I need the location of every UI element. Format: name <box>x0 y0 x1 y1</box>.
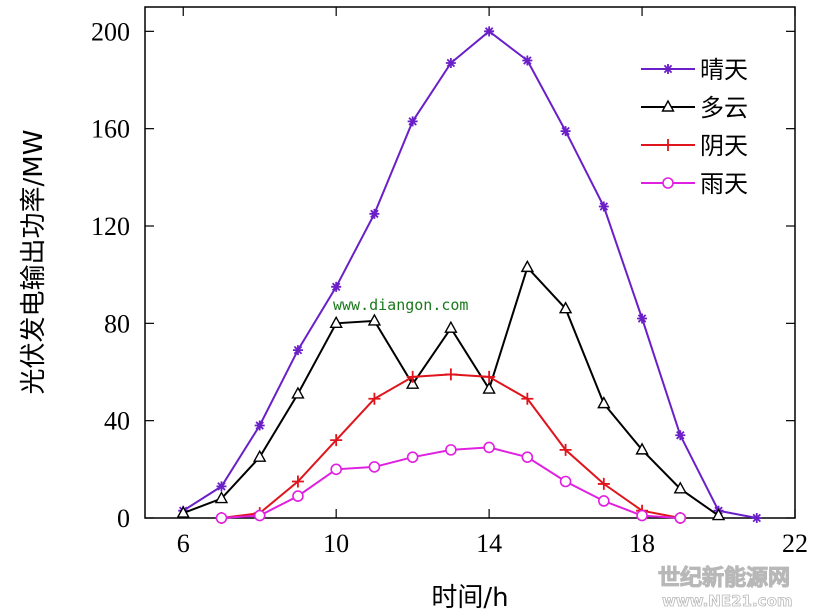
data-point-star <box>560 126 571 137</box>
series-layer <box>176 26 762 524</box>
data-point-circle <box>483 441 495 454</box>
data-point-star <box>675 430 686 441</box>
data-point-triangle <box>329 315 343 329</box>
data-point-plus <box>662 139 674 151</box>
y-axis-label: 光伏发电输出功率/MW <box>19 130 49 395</box>
data-point-triangle <box>176 505 190 518</box>
y-tick-label: 80 <box>104 309 130 338</box>
data-point-triangle <box>558 301 573 314</box>
data-point-triangle <box>597 396 611 409</box>
data-point-triangle <box>444 320 458 333</box>
data-point-triangle <box>291 386 305 399</box>
data-point-star <box>445 57 456 68</box>
data-point-circle <box>253 509 266 522</box>
data-point-triangle <box>367 313 382 326</box>
data-point-star <box>292 345 303 356</box>
data-point-triangle <box>635 442 649 455</box>
data-point-plus <box>368 392 381 405</box>
data-point-circle <box>662 177 674 189</box>
data-point-circle <box>674 512 687 524</box>
x-tick-label: 10 <box>323 529 349 558</box>
data-point-circle <box>330 463 342 476</box>
data-point-circle <box>559 475 572 488</box>
data-point-plus <box>406 370 419 383</box>
data-point-star <box>484 26 495 37</box>
data-point-plus <box>291 475 304 488</box>
data-point-star <box>522 55 533 66</box>
data-point-triangle <box>482 381 496 394</box>
data-point-triangle <box>661 99 675 112</box>
legend-item: 阴天 <box>641 132 748 160</box>
data-point-star <box>637 313 648 324</box>
data-point-circle <box>598 495 610 507</box>
y-tick-label: 200 <box>91 17 130 46</box>
data-point-circle <box>292 490 304 502</box>
legend-item: 多云 <box>641 94 748 122</box>
data-point-star <box>254 420 265 431</box>
data-point-circle <box>215 512 228 524</box>
data-point-circle <box>368 461 381 473</box>
data-point-plus <box>597 477 610 490</box>
watermark-title: 世纪新能源网 <box>658 565 790 591</box>
data-point-plus <box>483 370 496 383</box>
annotation-text: www.diangon.com <box>333 296 468 314</box>
data-point-star <box>407 116 418 127</box>
data-point-star <box>751 513 762 523</box>
series-line <box>182 30 757 519</box>
legend-label: 多云 <box>700 94 748 122</box>
x-tick-label: 14 <box>476 529 502 558</box>
series-2 <box>176 259 726 521</box>
data-point-star <box>369 208 380 219</box>
plot-area <box>144 6 796 519</box>
x-tick-label: 22 <box>782 529 808 558</box>
data-point-plus <box>559 443 572 456</box>
legend-item: 雨天 <box>641 170 748 198</box>
data-point-star <box>663 64 673 74</box>
legend-label: 晴天 <box>700 56 748 84</box>
data-point-circle <box>521 451 534 463</box>
y-tick-label: 120 <box>91 212 130 241</box>
data-point-circle <box>636 509 648 522</box>
legend-item: 晴天 <box>641 56 748 84</box>
data-point-circle <box>406 451 419 463</box>
y-tick-label: 160 <box>91 115 130 144</box>
data-point-triangle <box>214 491 229 504</box>
watermark-url: www.NE21.com <box>662 592 793 610</box>
data-point-triangle <box>253 449 267 462</box>
x-tick-label: 18 <box>629 529 655 558</box>
data-point-star <box>598 201 609 212</box>
data-point-star <box>331 281 342 292</box>
y-tick-label: 40 <box>104 407 130 436</box>
data-point-triangle <box>673 481 687 494</box>
data-point-triangle <box>405 376 420 389</box>
data-point-circle <box>445 444 457 456</box>
data-point-triangle <box>520 259 535 273</box>
data-point-plus <box>521 392 534 405</box>
legend-label: 阴天 <box>700 132 748 160</box>
data-point-triangle <box>711 508 726 521</box>
y-tick-label: 0 <box>117 504 130 533</box>
data-point-star <box>216 481 227 492</box>
series-4 <box>215 441 687 524</box>
legend-label: 雨天 <box>700 170 748 198</box>
data-point-plus <box>330 434 343 447</box>
axis-ticks: 6 10 14 18 22 0 40 80 120 160 200 <box>91 7 808 558</box>
x-axis-label: 时间/h <box>431 583 508 613</box>
x-tick-label: 6 <box>177 529 190 558</box>
data-point-plus <box>444 368 457 381</box>
